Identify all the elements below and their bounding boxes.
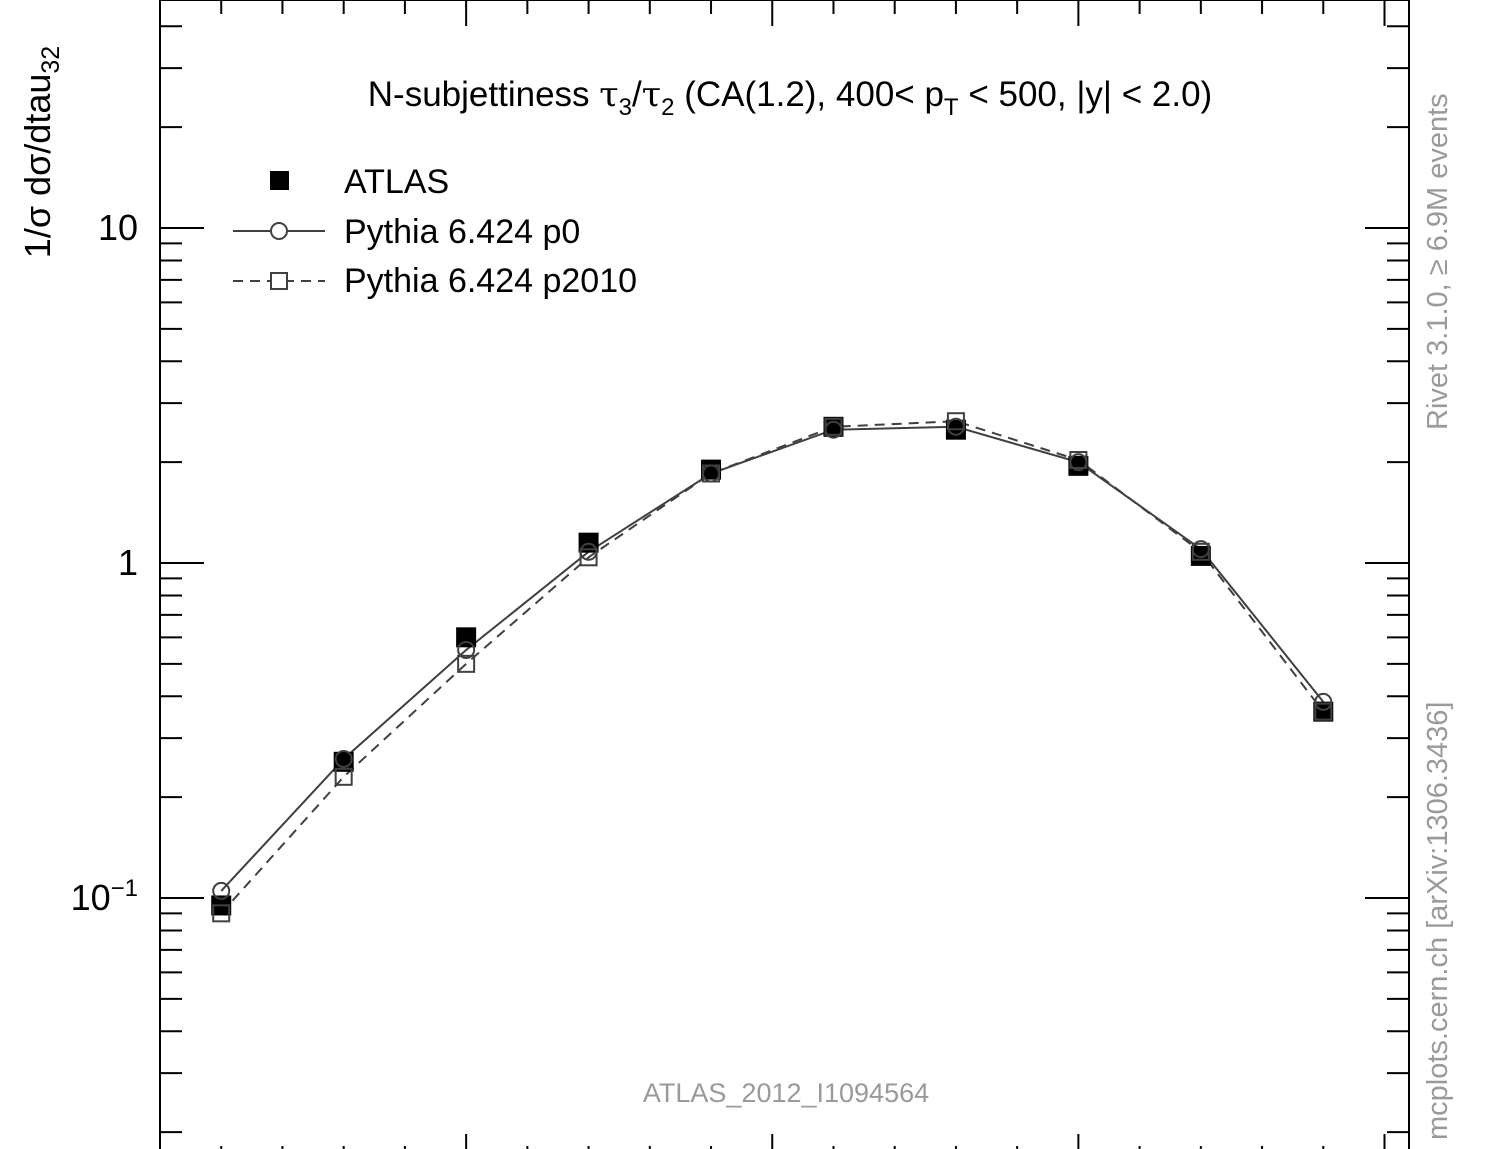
data-point-p0 (1314, 692, 1333, 711)
data-point-atlas (578, 532, 599, 553)
data-point-atlas (456, 627, 477, 648)
data-point-p2010 (212, 904, 231, 923)
data-point-atlas (333, 751, 354, 772)
legend-p0-marker (270, 222, 288, 240)
legend: ATLAS Pythia 6.424 p0 Pythia 6.424 p2010 (233, 163, 637, 300)
data-point-p2010 (1191, 542, 1210, 561)
side-label-mcplots: mcplots.cern.ch [arXiv:1306.3436] (1422, 702, 1454, 1140)
data-point-atlas (823, 416, 844, 437)
data-point-p2010 (1314, 702, 1333, 721)
legend-p0-label: Pythia 6.424 p0 (344, 213, 580, 251)
series-line-1 (220, 425, 1325, 892)
analysis-watermark: ATLAS_2012_I1094564 (643, 1078, 929, 1108)
y-tick-labels: 10 1 10−1 (71, 207, 138, 918)
data-point-p2010 (334, 767, 353, 786)
legend-atlas-marker (270, 171, 289, 190)
data-point-p0 (334, 749, 353, 768)
axis-ticks (159, 0, 1409, 1149)
data-point-p2010 (702, 464, 721, 483)
y-tick-label: 10−1 (71, 875, 138, 918)
data-point-p2010 (824, 417, 843, 436)
y-axis-label: 1/σ dσ/dtau32 (17, 46, 65, 258)
series-line-2 (220, 420, 1325, 914)
data-point-atlas (1068, 455, 1089, 476)
plot-frame (159, 0, 1410, 1149)
side-label-rivet: Rivet 3.1.0, ≥ 6.9M events (1422, 93, 1454, 430)
data-point-p0 (212, 881, 231, 900)
y-tick-label: 10 (98, 207, 138, 248)
data-point-atlas (1190, 545, 1211, 566)
data-point-p2010 (579, 548, 598, 567)
data-point-p0 (457, 640, 476, 659)
data-point-p2010 (1069, 450, 1088, 469)
series-layer (211, 412, 1334, 923)
data-point-p2010 (457, 654, 476, 673)
legend-p2010-marker (270, 272, 288, 290)
chart-title: N-subjettiness τ3/τ2 (CA(1.2), 400< pT <… (368, 75, 1212, 121)
legend-atlas-label: ATLAS (344, 163, 449, 201)
data-point-atlas (1313, 701, 1334, 722)
data-point-p2010 (946, 412, 965, 431)
legend-p2010-label: Pythia 6.424 p2010 (344, 262, 637, 300)
y-tick-label: 1 (118, 542, 138, 583)
